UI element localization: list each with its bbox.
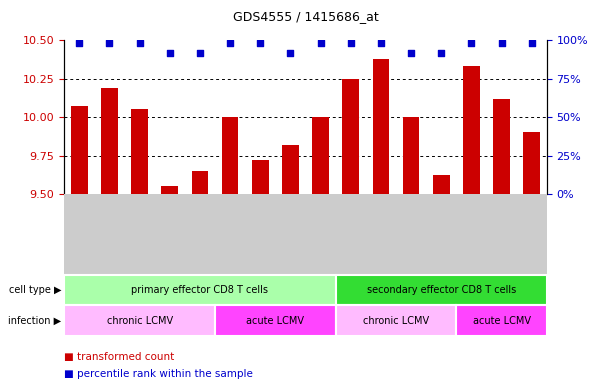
Text: acute LCMV: acute LCMV — [472, 316, 530, 326]
Bar — [101, 88, 118, 194]
Bar — [215, 305, 335, 336]
Bar — [524, 132, 540, 194]
Point — [316, 40, 326, 46]
Text: ■ percentile rank within the sample: ■ percentile rank within the sample — [64, 369, 253, 379]
Point — [406, 50, 416, 56]
Text: infection ▶: infection ▶ — [8, 316, 61, 326]
Point — [75, 40, 84, 46]
Point — [104, 40, 114, 46]
Text: chronic LCMV: chronic LCMV — [106, 316, 173, 326]
Text: chronic LCMV: chronic LCMV — [363, 316, 429, 326]
Point — [165, 50, 175, 56]
Bar — [64, 305, 215, 336]
Point — [225, 40, 235, 46]
Text: primary effector CD8 T cells: primary effector CD8 T cells — [131, 285, 268, 295]
Bar — [463, 66, 480, 194]
Point — [255, 40, 265, 46]
Bar — [335, 305, 456, 336]
Bar — [433, 175, 450, 194]
Text: ■ transformed count: ■ transformed count — [64, 352, 174, 362]
Point — [134, 40, 144, 46]
Point — [346, 40, 356, 46]
Bar — [493, 99, 510, 194]
Point — [497, 40, 507, 46]
Point — [376, 40, 386, 46]
Bar — [252, 160, 269, 194]
Bar — [373, 59, 389, 194]
Text: cell type ▶: cell type ▶ — [9, 285, 61, 295]
Bar — [403, 117, 419, 194]
Point — [285, 50, 295, 56]
Point — [436, 50, 446, 56]
Bar — [222, 117, 238, 194]
Bar — [335, 275, 547, 305]
Point — [195, 50, 205, 56]
Bar — [131, 109, 148, 194]
Bar — [456, 305, 547, 336]
Bar — [161, 186, 178, 194]
Bar — [312, 117, 329, 194]
Point — [467, 40, 477, 46]
Bar — [64, 275, 335, 305]
Point — [527, 40, 536, 46]
Bar — [342, 79, 359, 194]
Bar — [192, 171, 208, 194]
Text: GDS4555 / 1415686_at: GDS4555 / 1415686_at — [233, 10, 378, 23]
Bar — [71, 106, 87, 194]
Text: secondary effector CD8 T cells: secondary effector CD8 T cells — [367, 285, 516, 295]
Text: acute LCMV: acute LCMV — [246, 316, 304, 326]
Bar — [282, 145, 299, 194]
